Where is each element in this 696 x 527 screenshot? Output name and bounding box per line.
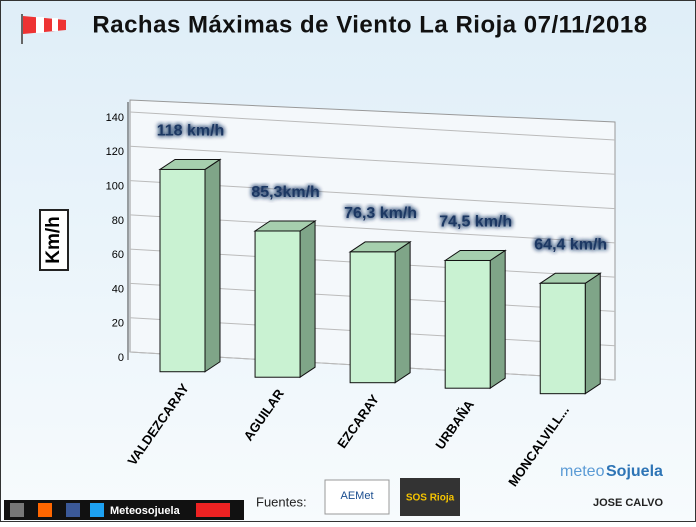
bar-side [489,249,506,390]
data-label: 118 km/h [157,123,225,140]
grid-line [129,111,616,141]
y-tick-label: 40 [112,283,124,295]
bar [159,168,206,373]
y-tick-label: 0 [118,352,124,364]
y-axis-label: Km/h [43,216,64,264]
social-icons [10,503,230,517]
data-label: 74,5 km/h [439,214,512,231]
data-label: 76,3 km/h [344,205,417,222]
social-bar [4,500,244,520]
data-label: 85,3km/h [251,184,319,201]
y-tick-label: 80 [112,215,124,227]
bar [444,259,491,389]
brand-b: Sojuela [606,463,663,480]
chart-title: Rachas Máximas de Viento La Rioja 07/11/… [92,11,647,38]
bar-side [394,240,411,384]
sos-logo [400,478,460,516]
aemet-logo-text: AEMet [340,490,373,502]
aemet-logo [324,479,390,515]
grid-line [129,145,616,175]
bar [539,282,586,395]
data-label: 64,4 km/h [534,237,607,254]
y-label-box [39,209,69,271]
y-tick-label: 140 [106,112,124,124]
y-tick-label: 20 [112,318,124,330]
social-name: Meteosojuela [110,505,181,517]
y-tick-label: 120 [106,146,124,158]
y-tick-label: 60 [112,249,124,261]
windsock-icon [21,14,66,44]
bar-side [584,272,601,395]
sos-logo-text: SOS Rioja [406,493,455,504]
bar-side [299,220,316,379]
bar [349,251,396,384]
bar [254,230,301,378]
author: JOSE CALVO [593,497,664,509]
brand-a: meteo [560,463,605,480]
sources-label: Fuentes: [256,494,307,509]
bar-side [204,158,221,373]
y-tick-label: 100 [106,180,124,192]
